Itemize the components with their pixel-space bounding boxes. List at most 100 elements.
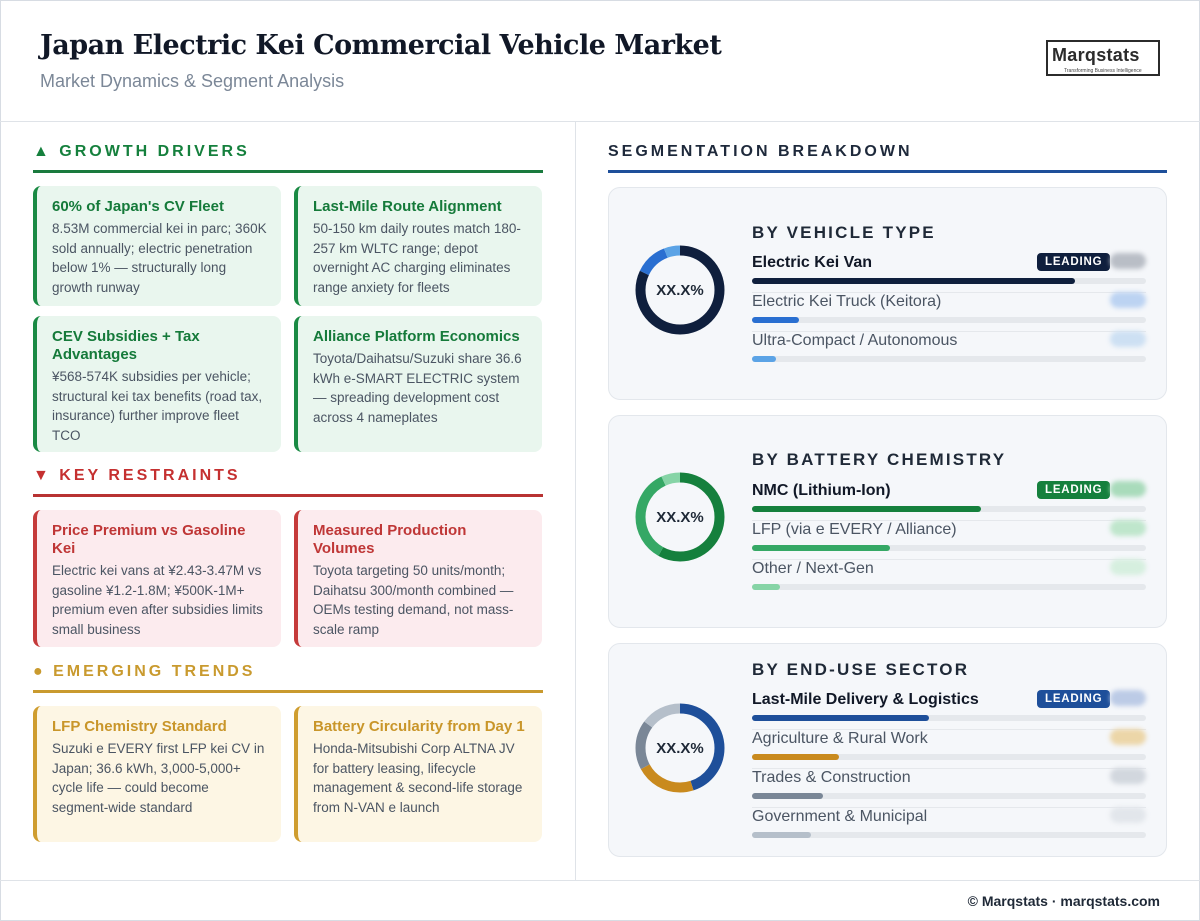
segment-bar-track [752, 545, 1146, 551]
leading-badge: LEADING [1037, 481, 1111, 499]
header: Japan Electric Kei Commercial Vehicle Ma… [0, 0, 1200, 122]
donut-slice [635, 472, 725, 562]
segment-row-name: Electric Kei Truck (Keitora) [752, 293, 942, 310]
donut-slice [635, 472, 725, 562]
segment-bar-fill [752, 317, 800, 323]
emerging-trends-heading: ● EMERGING TRENDS [33, 663, 255, 681]
row-divider [752, 292, 1146, 293]
growth-drivers-label: GROWTH DRIVERS [59, 143, 250, 160]
segment-title: BY BATTERY CHEMISTRY [752, 450, 1007, 469]
driver-card-title: 60% of Japan's CV Fleet [52, 198, 224, 215]
driver-card: Alliance Platform Economics Toyota/Daiha… [294, 316, 542, 452]
restraint-card-text: Toyota targeting 50 units/month; Daihats… [313, 563, 514, 637]
segment-bar-track [752, 715, 1146, 721]
trend-card-title: Battery Circularity from Day 1 [313, 718, 525, 735]
restraint-card: Price Premium vs Gasoline Kei Electric k… [33, 510, 281, 647]
segment-bar-fill [752, 754, 839, 760]
segment-bar-fill [752, 832, 812, 838]
segment-card-end-use-sector: BY END-USE SECTOR XX.X% Last-Mile Delive… [608, 643, 1167, 857]
leading-badge: LEADING [1037, 690, 1111, 708]
segment-title: BY END-USE SECTOR [752, 660, 970, 679]
row-divider [752, 768, 1146, 769]
segmentation-rule [608, 170, 1167, 173]
logo-tagline: Transforming Business Intelligence [1064, 68, 1142, 74]
emerging-trends-label: EMERGING TRENDS [53, 663, 256, 680]
key-restraints-rule [33, 494, 543, 497]
segment-bar-fill [752, 356, 776, 362]
trend-card: LFP Chemistry Standard Suzuki e EVERY fi… [33, 706, 281, 842]
row-divider [752, 520, 1146, 521]
page-title: Japan Electric Kei Commercial Vehicle Ma… [40, 30, 722, 61]
segment-row: Government & Municipal [752, 807, 1146, 847]
trend-card-text: Suzuki e EVERY first LFP kei CV in Japan… [52, 741, 265, 815]
segment-row-name: LFP (via e EVERY / Alliance) [752, 521, 957, 538]
trend-card-text: Honda-Mitsubishi Corp ALTNA JV for batte… [313, 741, 523, 815]
segment-bar-track [752, 754, 1146, 760]
segment-row: Trades & Construction [752, 768, 1146, 808]
segment-row: Other / Next-Gen [752, 559, 1146, 599]
segment-bar-fill [752, 545, 890, 551]
donut-chart: XX.X% [635, 245, 725, 335]
segment-bar-fill [752, 584, 780, 590]
restraint-card-title: Measured Production Volumes [313, 522, 467, 557]
donut-slice [635, 703, 725, 793]
segment-row-name: Trades & Construction [752, 769, 911, 786]
triangle-down-icon: ▼ [33, 467, 52, 484]
segment-card-vehicle-type: BY VEHICLE TYPE XX.X% Electric Kei Van L… [608, 187, 1167, 400]
driver-card-text: 50-150 km daily routes match 180-257 km … [313, 221, 521, 295]
donut-center-label: XX.X% [656, 282, 704, 299]
donut-center-label: XX.X% [656, 509, 704, 526]
driver-card: CEV Subsidies + Tax Advantages ¥568-574K… [33, 316, 281, 452]
left-column [0, 122, 576, 880]
driver-card-title: Alliance Platform Economics [313, 328, 520, 345]
segment-row: LFP (via e EVERY / Alliance) [752, 520, 1146, 560]
segmentation-heading: SEGMENTATION BREAKDOWN [608, 143, 913, 160]
circle-icon: ● [33, 663, 46, 680]
donut-chart: XX.X% [635, 703, 725, 793]
driver-card-title: CEV Subsidies + Tax Advantages [52, 328, 200, 363]
footer-copyright: © Marqstats · marqstats.com [967, 893, 1160, 909]
row-divider [752, 807, 1146, 808]
blurred-value [1110, 768, 1146, 784]
blurred-value [1110, 690, 1146, 706]
segment-bar-track [752, 506, 1146, 512]
emerging-trends-rule [33, 690, 543, 693]
driver-card-text: Toyota/Daihatsu/Suzuki share 36.6 kWh e-… [313, 351, 522, 425]
segment-row-name: Other / Next-Gen [752, 560, 874, 577]
restraint-card-text: Electric kei vans at ¥2.43-3.47M vs gaso… [52, 563, 263, 637]
segment-row-name: Last-Mile Delivery & Logistics [752, 691, 979, 708]
triangle-up-icon: ▲ [33, 143, 52, 160]
segment-bar-track [752, 793, 1146, 799]
segment-bar-track [752, 317, 1146, 323]
marqstats-logo: Marqstats Transforming Business Intellig… [1046, 40, 1160, 76]
donut-slice [635, 703, 725, 793]
segment-bar-track [752, 278, 1146, 284]
segment-row-name: Agriculture & Rural Work [752, 730, 928, 747]
segment-bar-track [752, 584, 1146, 590]
driver-card-title: Last-Mile Route Alignment [313, 198, 502, 215]
segment-row: Electric Kei Truck (Keitora) [752, 292, 1146, 332]
driver-card-text: 8.53M commercial kei in parc; 360K sold … [52, 221, 267, 295]
trend-card: Battery Circularity from Day 1 Honda-Mit… [294, 706, 542, 842]
segment-row-name: Government & Municipal [752, 808, 928, 825]
segment-bar-track [752, 832, 1146, 838]
key-restraints-label: KEY RESTRAINTS [59, 467, 241, 484]
blurred-value [1110, 729, 1146, 745]
segment-bar-fill [752, 506, 981, 512]
segment-bar-fill [752, 793, 823, 799]
footer: © Marqstats · marqstats.com [0, 880, 1200, 921]
row-divider [752, 559, 1146, 560]
donut-center-label: XX.X% [656, 740, 704, 757]
blurred-value [1110, 292, 1146, 308]
segment-row: Electric Kei Van LEADING [752, 253, 1146, 293]
growth-drivers-heading: ▲ GROWTH DRIVERS [33, 143, 250, 161]
segment-row-name: NMC (Lithium-Ion) [752, 482, 891, 499]
segment-row: Last-Mile Delivery & Logistics LEADING [752, 690, 1146, 730]
blurred-value [1110, 331, 1146, 347]
leading-badge: LEADING [1037, 253, 1111, 271]
segment-row-name: Ultra-Compact / Autonomous [752, 332, 958, 349]
growth-drivers-rule [33, 170, 543, 173]
segment-row: Agriculture & Rural Work [752, 729, 1146, 769]
blurred-value [1110, 559, 1146, 575]
donut-slice [635, 245, 725, 335]
